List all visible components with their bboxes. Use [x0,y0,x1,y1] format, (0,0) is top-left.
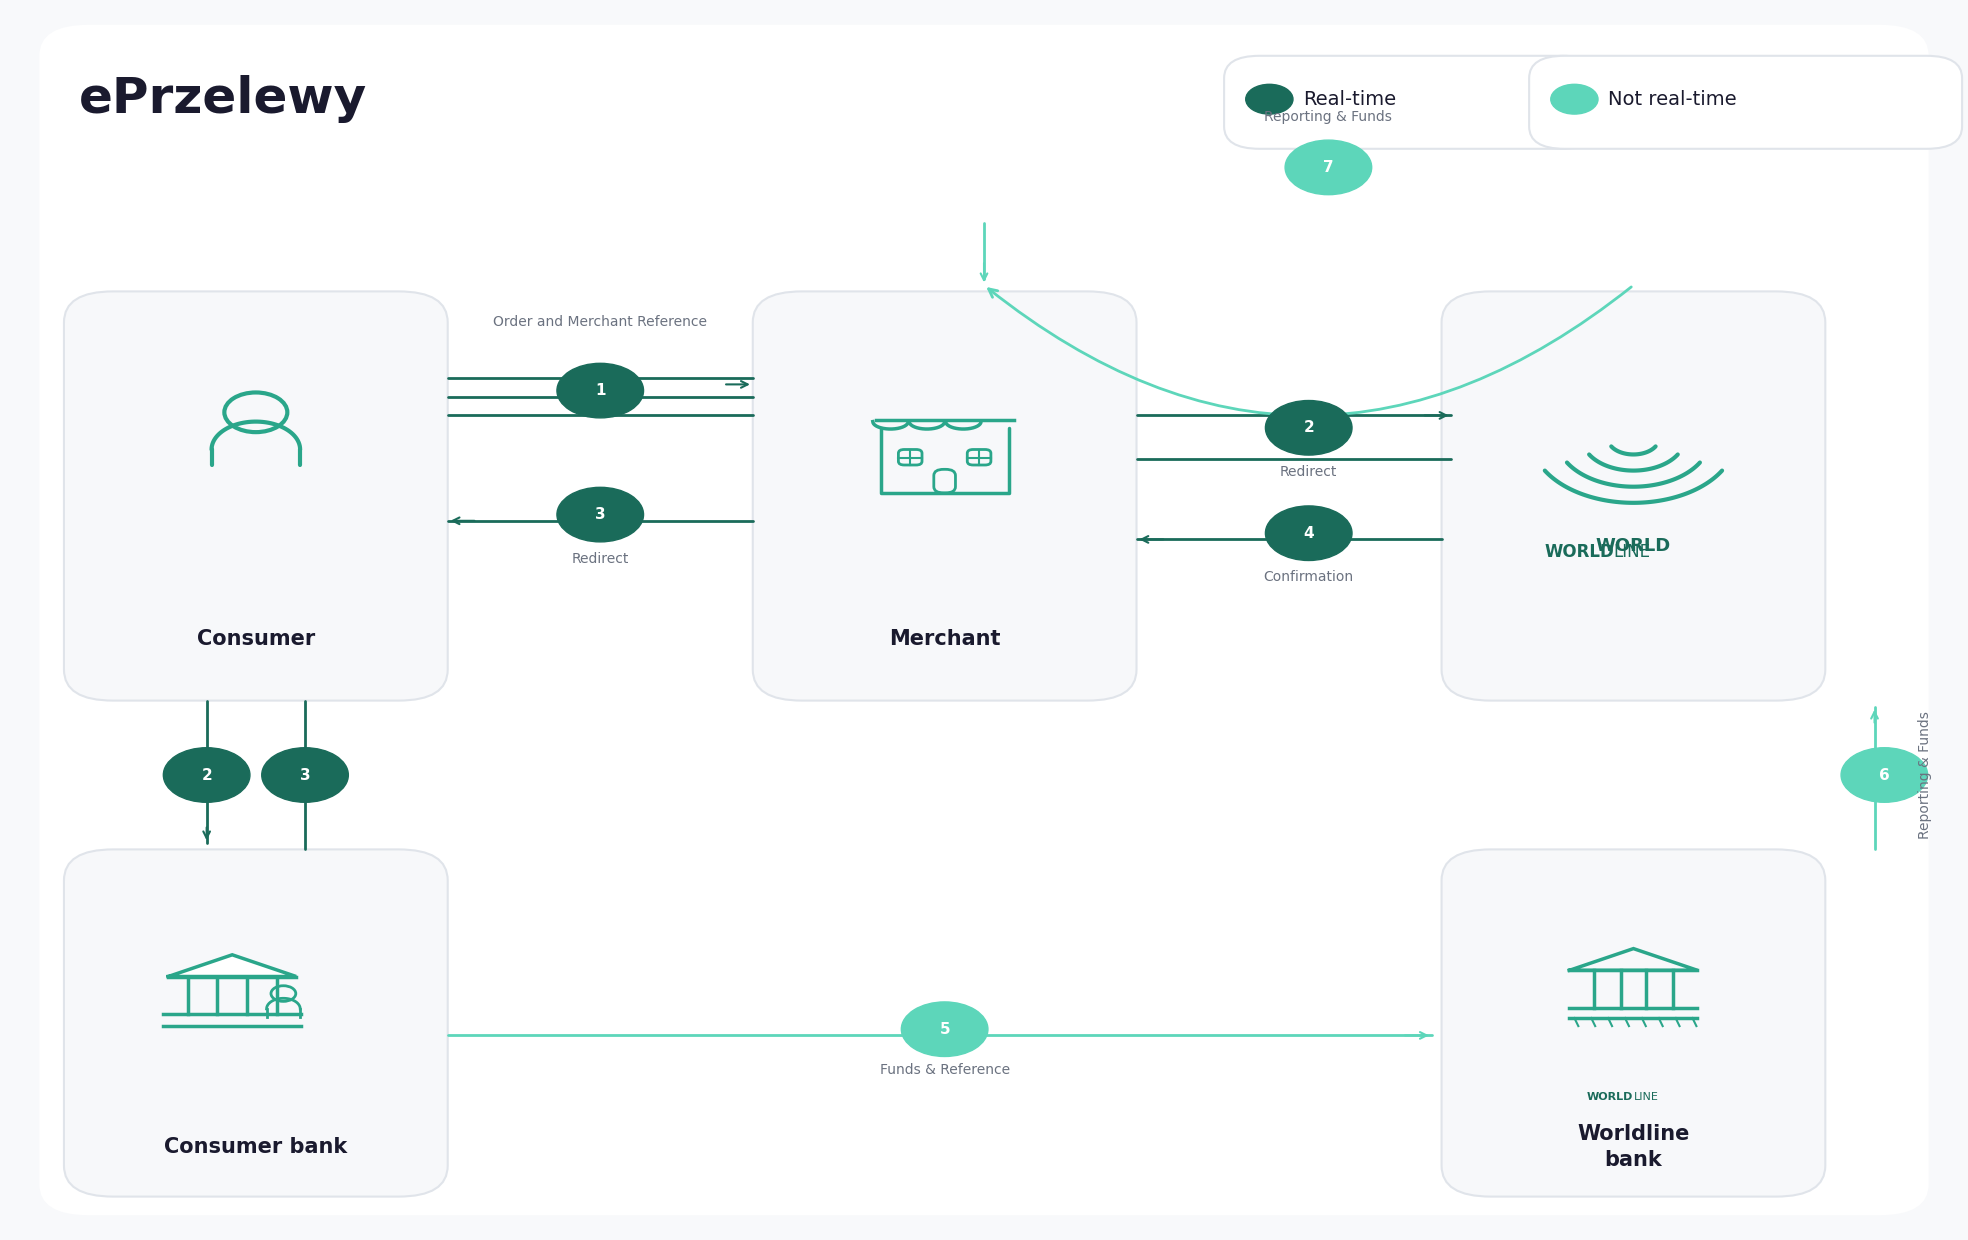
FancyBboxPatch shape [1529,56,1962,149]
Text: 1: 1 [594,383,606,398]
FancyBboxPatch shape [752,291,1136,701]
Circle shape [1265,506,1352,560]
Text: 4: 4 [1303,526,1315,541]
Text: 3: 3 [299,768,311,782]
Text: Reporting & Funds: Reporting & Funds [1265,110,1391,124]
Circle shape [557,363,644,418]
Text: WORLD: WORLD [1545,543,1614,560]
Circle shape [901,1002,988,1056]
Polygon shape [1570,949,1696,970]
Circle shape [557,487,644,542]
Text: LINE: LINE [1633,1092,1659,1102]
FancyBboxPatch shape [1441,291,1826,701]
Text: Redirect: Redirect [571,552,630,565]
Text: Redirect: Redirect [1279,465,1338,479]
Text: WORLD: WORLD [1596,537,1671,554]
Polygon shape [169,955,297,977]
Text: 7: 7 [1322,160,1334,175]
Text: ePrzelewy: ePrzelewy [79,76,366,123]
FancyBboxPatch shape [1224,56,1598,149]
Text: 2: 2 [201,768,213,782]
Text: 5: 5 [939,1022,951,1037]
Text: 2: 2 [1303,420,1315,435]
Text: WORLD: WORLD [1586,1092,1633,1102]
Circle shape [1842,748,1929,802]
Circle shape [1246,84,1293,114]
Text: Worldline
bank: Worldline bank [1576,1123,1691,1171]
Circle shape [163,748,250,802]
Text: Consumer bank: Consumer bank [163,1137,348,1157]
Circle shape [1551,84,1598,114]
Text: Real-time: Real-time [1303,89,1395,109]
Text: Consumer: Consumer [197,629,315,649]
Text: Not real-time: Not real-time [1608,89,1736,109]
Text: Confirmation: Confirmation [1263,570,1354,584]
FancyBboxPatch shape [63,291,449,701]
Text: 3: 3 [594,507,606,522]
FancyBboxPatch shape [39,25,1929,1215]
Circle shape [262,748,348,802]
Text: Merchant: Merchant [890,629,1000,649]
Text: 6: 6 [1879,768,1889,782]
FancyBboxPatch shape [1441,849,1826,1197]
Text: Funds & Reference: Funds & Reference [880,1063,1010,1076]
Text: Order and Merchant Reference: Order and Merchant Reference [494,315,707,329]
Text: Reporting & Funds: Reporting & Funds [1917,711,1933,839]
Circle shape [1265,401,1352,455]
Text: LINE: LINE [1614,543,1651,560]
Circle shape [1285,140,1372,195]
FancyBboxPatch shape [63,849,449,1197]
